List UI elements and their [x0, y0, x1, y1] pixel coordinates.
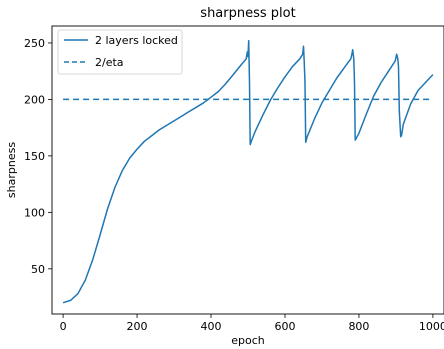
y-tick-label: 250	[24, 37, 45, 50]
legend-label-2-layers-locked: 2 layers locked	[95, 34, 178, 47]
plot-area	[62, 39, 434, 304]
x-tick-label: 600	[274, 320, 295, 333]
series-line-2-layers-locked	[62, 39, 434, 304]
chart-title: sharpness plot	[200, 6, 295, 21]
x-tick-label: 0	[60, 320, 67, 333]
y-tick-label: 50	[31, 263, 45, 276]
x-tick-label: 800	[348, 320, 369, 333]
y-tick-label: 150	[24, 150, 45, 163]
x-axis-label: epoch	[231, 334, 265, 347]
y-tick-label: 200	[24, 93, 45, 106]
legend: 2 layers locked 2/eta	[57, 29, 183, 75]
x-tick-label: 200	[127, 320, 148, 333]
y-tick-label: 100	[24, 206, 45, 219]
legend-box	[57, 29, 183, 75]
plot-frame	[51, 25, 444, 315]
legend-label-2-eta: 2/eta	[95, 56, 124, 69]
x-tick-label: 1000	[419, 320, 444, 333]
x-axis-ticks: 0 200 400 600 800 1000	[60, 314, 444, 333]
y-axis-label: sharpness	[5, 142, 18, 198]
y-axis-ticks: 50 100 150 200 250	[24, 37, 52, 276]
x-tick-label: 400	[201, 320, 222, 333]
